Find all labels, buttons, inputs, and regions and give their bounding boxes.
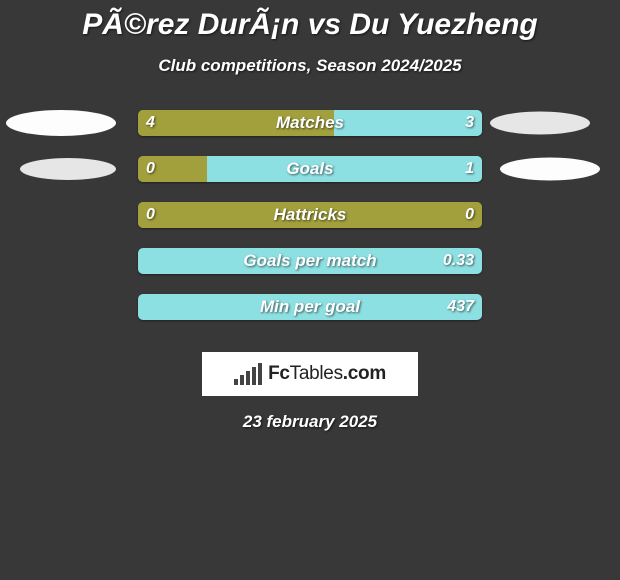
logo-suffix: .com [343,363,386,384]
stat-label: Goals [286,159,333,179]
subtitle: Club competitions, Season 2024/2025 [0,56,620,76]
stat-label: Goals per match [243,251,376,271]
team-marker-right [490,112,590,135]
date: 23 february 2025 [0,412,620,432]
stat-row: 0 0 Hattricks [0,192,620,238]
team-marker-right [500,158,600,181]
logo-text: FcTables.com [268,363,386,385]
logo-box: FcTables.com [202,352,418,396]
logo-right: Tables [290,363,343,384]
stat-bar-track: 437 Min per goal [138,294,482,320]
stat-label: Min per goal [260,297,360,317]
stat-bar-right [334,110,482,136]
team-marker-left [20,158,116,180]
stat-value-right: 437 [447,298,474,316]
stat-label: Hattricks [274,205,347,225]
stat-value-right: 0 [465,206,474,224]
stat-row: 0 1 Goals [0,146,620,192]
stat-bar-track: 0 0 Hattricks [138,202,482,228]
stat-label: Matches [276,113,344,133]
stat-value-right: 0.33 [443,252,474,270]
page-title: PÃ©rez DurÃ¡n vs Du Yuezheng [0,0,620,42]
team-marker-left [6,110,116,136]
stat-bar-track: 4 3 Matches [138,110,482,136]
stat-row: 4 3 Matches [0,100,620,146]
stat-value-right: 3 [465,114,474,132]
stat-row: 437 Min per goal [0,284,620,330]
stat-bar-track: 0 1 Goals [138,156,482,182]
stat-value-left: 0 [146,160,155,178]
comparison-chart: 4 3 Matches 0 1 Goals 0 0 Hattricks 0.33 Goals per… [0,100,620,340]
stat-bar-track: 0.33 Goals per match [138,248,482,274]
stat-value-right: 1 [465,160,474,178]
logo-left: Fc [268,363,290,384]
stat-bar-right [207,156,482,182]
stat-value-left: 0 [146,206,155,224]
stat-value-left: 4 [146,114,155,132]
logo-bars-icon [234,363,262,385]
stat-row: 0.33 Goals per match [0,238,620,284]
